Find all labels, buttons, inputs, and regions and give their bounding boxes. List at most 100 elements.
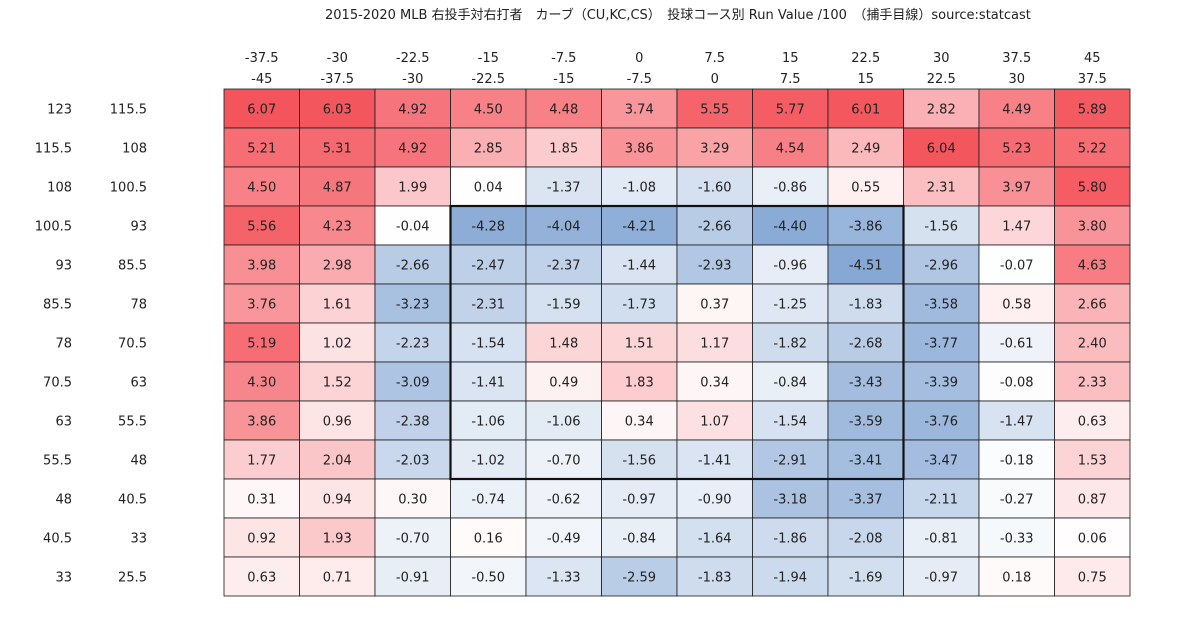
cell-value-label: 4.30	[247, 376, 276, 391]
row-label-low: 115.5	[110, 103, 147, 118]
cell-value-label: 3.74	[625, 103, 654, 118]
cell-value-label: -2.66	[396, 259, 430, 274]
heatmap-cell	[978, 556, 1055, 597]
cell-value-label: 3.80	[1078, 220, 1107, 235]
row-label-low: 108	[122, 142, 147, 157]
heatmap-cell	[752, 166, 829, 207]
heatmap-cell	[601, 439, 678, 480]
cell-value-label: -1.94	[773, 571, 807, 586]
column-label-top: 30	[933, 51, 950, 66]
heatmap-cell	[223, 322, 300, 363]
strike-zone-outline	[449, 204, 905, 481]
cell-value-label: -0.33	[1000, 532, 1034, 547]
row-label-high: 40.5	[43, 532, 72, 547]
cell-value-label: 0.58	[1002, 298, 1031, 313]
cell-value-label: -0.50	[471, 571, 505, 586]
column-label-top: 37.5	[1002, 51, 1031, 66]
cell-value-label: -1.06	[547, 415, 581, 430]
heatmap-cell	[676, 88, 753, 129]
row-labels: 123 115.5 115.5 108 108 100.5 100.5 93 93 85.5 85.…	[35, 103, 147, 586]
heatmap-cell	[752, 517, 829, 558]
cell-value-label: 1.99	[398, 181, 427, 196]
cell-value-label: 0.16	[474, 532, 503, 547]
cell-value-label: -0.90	[698, 493, 732, 508]
heatmap-cell	[374, 166, 451, 207]
cell-value-label: -0.61	[1000, 337, 1034, 352]
heatmap-cell	[525, 166, 602, 207]
cell-value-label: -1.73	[622, 298, 656, 313]
cell-value-label: 0.49	[549, 376, 578, 391]
cell-value-label: -0.96	[773, 259, 807, 274]
heatmap-cell	[450, 283, 527, 324]
cell-value-label: -0.84	[773, 376, 807, 391]
heatmap-cell	[676, 478, 753, 519]
heatmap-cell	[525, 478, 602, 519]
heatmap-cell	[752, 439, 829, 480]
heatmap-cell	[299, 556, 376, 597]
cell-value-label: -3.58	[924, 298, 958, 313]
heatmap-cell	[601, 517, 678, 558]
heatmap-cell	[1054, 361, 1131, 402]
cell-value-label: 0.94	[323, 493, 352, 508]
cell-value-label: -1.82	[773, 337, 807, 352]
cell-value-label: 2.85	[474, 142, 503, 157]
cell-value-label: 1.85	[549, 142, 578, 157]
cell-value-label: -3.39	[924, 376, 958, 391]
cell-value-label: -1.69	[849, 571, 883, 586]
cell-value-label: 2.31	[927, 181, 956, 196]
heatmap-cell	[374, 244, 451, 285]
heatmap-cell	[676, 283, 753, 324]
heatmap-cell	[752, 205, 829, 246]
row-label-low: 78	[130, 298, 147, 313]
cell-value-label: 4.54	[776, 142, 805, 157]
column-label-top: -22.5	[396, 51, 430, 66]
row-label-high: 78	[55, 337, 72, 352]
row-label-high: 115.5	[35, 142, 72, 157]
heatmap-cell	[374, 205, 451, 246]
row-label-low: 85.5	[118, 259, 147, 274]
heatmap-cell	[601, 322, 678, 363]
row-label-high: 48	[55, 493, 72, 508]
column-label-bottom: 37.5	[1078, 72, 1107, 87]
heatmap-cell	[525, 322, 602, 363]
cell-value-label: 0.63	[247, 571, 276, 586]
heatmap-cell	[450, 556, 527, 597]
cell-value-label: 6.01	[851, 103, 880, 118]
column-label-bottom: -7.5	[627, 72, 652, 87]
cell-value-label: 5.80	[1078, 181, 1107, 196]
column-labels: -37.5 -45 -30 -37.5 -22.5 -30 -15 -22.5 -7.5 -15 0…	[245, 51, 1107, 87]
cell-value-label: -0.74	[471, 493, 505, 508]
cell-value-label: -2.47	[471, 259, 505, 274]
chart-title: 2015-2020 MLB 右投手対右打者 カーブ（CU,KC,CS） 投球コー…	[325, 8, 1031, 23]
cell-value-label: -1.60	[698, 181, 732, 196]
heatmap-cell	[450, 517, 527, 558]
cell-value-label: -1.41	[698, 454, 732, 469]
heatmap-cell	[1054, 283, 1131, 324]
row-label-high: 70.5	[43, 376, 72, 391]
cell-value-label: -0.18	[1000, 454, 1034, 469]
cell-value-label: -3.41	[849, 454, 883, 469]
cell-value-label: 5.56	[247, 220, 276, 235]
heatmap-cell	[525, 439, 602, 480]
cell-value-label: 0.71	[323, 571, 352, 586]
cell-value-label: -0.81	[924, 532, 958, 547]
cell-value-label: -2.59	[622, 571, 656, 586]
cell-value-label: 5.22	[1078, 142, 1107, 157]
cell-value-label: -1.83	[698, 571, 732, 586]
row-label-high: 63	[55, 415, 72, 430]
heatmap-cell	[1054, 439, 1131, 480]
heatmap-cell	[223, 283, 300, 324]
cell-value-label: -1.47	[1000, 415, 1034, 430]
heatmap-cell	[299, 244, 376, 285]
heatmap-cell	[903, 439, 980, 480]
row-label-low: 93	[130, 220, 147, 235]
cell-value-label: 0.06	[1078, 532, 1107, 547]
heatmap-cell	[676, 244, 753, 285]
cell-value-label: -0.86	[773, 181, 807, 196]
heatmap-cell	[374, 361, 451, 402]
heatmap-cell	[525, 556, 602, 597]
heatmap-cell	[752, 322, 829, 363]
heatmap-cell	[903, 322, 980, 363]
cell-value-label: -4.28	[471, 220, 505, 235]
